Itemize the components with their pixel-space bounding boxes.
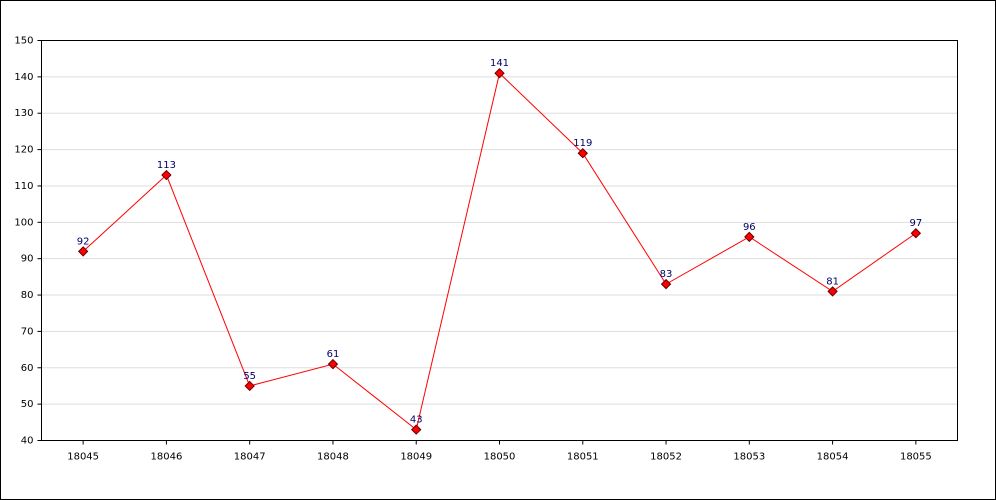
y-tick-label: 70 <box>21 326 34 337</box>
x-tick-label: 18054 <box>817 452 849 463</box>
marker <box>744 231 755 243</box>
marker <box>161 169 172 181</box>
y-tick-label: 130 <box>14 108 33 119</box>
x-tick-label: 18045 <box>67 452 99 463</box>
y-tick-label: 100 <box>14 217 33 228</box>
y-tick-label: 40 <box>21 436 34 447</box>
data-label: 83 <box>660 269 673 280</box>
x-tick-label: 18048 <box>317 452 349 463</box>
data-label: 119 <box>573 138 592 149</box>
marker <box>411 424 422 435</box>
marker <box>494 68 505 79</box>
x-tick-label: 18049 <box>400 452 432 463</box>
marker <box>910 228 922 239</box>
x-tick-label: 18052 <box>650 452 682 463</box>
y-tick-label: 90 <box>21 254 34 265</box>
y-tick-label: 50 <box>21 399 34 410</box>
data-label: 81 <box>826 276 839 287</box>
data-label: 92 <box>77 236 90 247</box>
data-label: 61 <box>327 349 340 360</box>
data-label: 113 <box>157 160 176 171</box>
y-tick-label: 150 <box>14 36 33 47</box>
x-tick-label: 18050 <box>484 452 516 463</box>
y-tick-label: 60 <box>21 363 34 374</box>
data-label: 43 <box>410 415 423 426</box>
marker <box>77 246 89 257</box>
data-label: 141 <box>490 58 509 69</box>
y-tick-label: 120 <box>14 145 33 156</box>
marker <box>577 148 588 159</box>
x-tick-label: 18053 <box>733 452 765 463</box>
data-label: 97 <box>909 218 922 229</box>
marker <box>660 278 672 290</box>
y-tick-label: 80 <box>21 290 34 301</box>
y-tick-label: 110 <box>14 181 33 192</box>
x-tick-label: 18055 <box>900 452 932 463</box>
marker <box>244 380 255 392</box>
x-tick-label: 18046 <box>151 452 183 463</box>
marker <box>827 286 838 297</box>
data-label: 96 <box>743 222 756 233</box>
data-label: 55 <box>243 371 256 382</box>
x-tick-label: 18051 <box>567 452 599 463</box>
x-tick-label: 18047 <box>234 452 266 463</box>
marker <box>327 358 339 370</box>
y-tick-label: 140 <box>14 72 33 83</box>
